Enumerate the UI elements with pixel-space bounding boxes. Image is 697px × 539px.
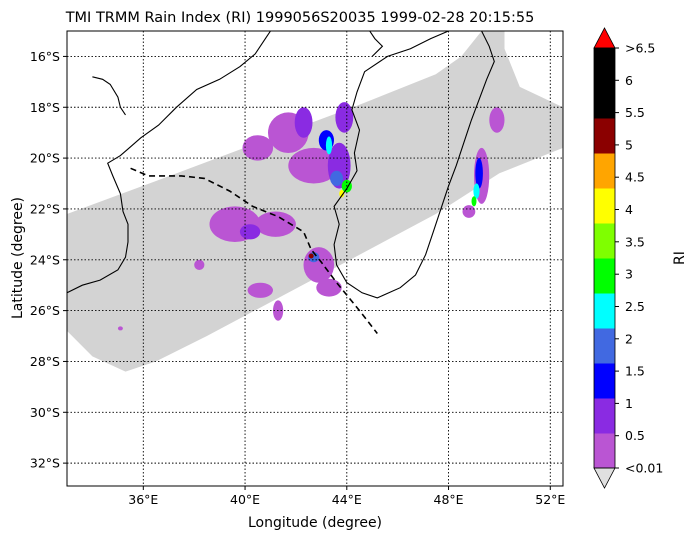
y-tick-label: 32°S [30, 456, 60, 471]
rain-cluster [475, 158, 483, 189]
y-tick-label: 22°S [30, 201, 60, 216]
colorbar-segment [594, 223, 615, 259]
figure-title: TMI TRMM Rain Index (RI) 1999056S20035 1… [65, 10, 535, 26]
lake-shore [92, 76, 126, 116]
coastlines [67, 31, 495, 299]
rain-cluster [462, 205, 476, 218]
colorbar-segment [594, 363, 615, 399]
madagascar-coast [333, 31, 495, 299]
rain-cluster [239, 224, 261, 240]
x-tick-label: 52°E [535, 492, 565, 507]
colorbar-segment [594, 118, 615, 154]
longitude-ticks: 36°E 40°E 44°E 48°E 52°E [128, 486, 565, 507]
rain-cluster [294, 107, 313, 138]
colorbar-tick-label: 1.5 [625, 364, 645, 379]
y-tick-label: 20°S [30, 151, 60, 166]
rain-cluster [489, 107, 505, 133]
rain-cluster [194, 259, 205, 270]
rain-cluster [471, 196, 477, 207]
colorbar-segment [594, 258, 615, 294]
colorbar-segment [594, 48, 615, 84]
y-tick-label: 18°S [30, 100, 60, 115]
map-frame [66, 30, 564, 487]
africa-coast [67, 31, 271, 294]
map-grid [67, 31, 563, 486]
rain-cluster [330, 170, 343, 186]
colorbar-tick-label: 3 [625, 267, 633, 282]
colorbar-frame [593, 47, 616, 469]
y-axis-label: Latitude (degree) [10, 197, 26, 319]
rain-cluster [117, 326, 123, 331]
colorbar-tick-label: 6 [625, 73, 633, 88]
rain-cluster [308, 253, 314, 259]
x-tick-label: 44°E [332, 492, 362, 507]
colorbar-segment [594, 153, 615, 189]
colorbar-label: RI [672, 251, 688, 265]
mozambique-coast-north [369, 31, 384, 57]
y-tick-label: 30°S [30, 405, 60, 420]
colorbar-segment [594, 188, 615, 224]
colorbar-over-arrow [593, 27, 616, 49]
colorbar-segment [594, 433, 615, 469]
colorbar-segment [594, 398, 615, 434]
colorbar-segment [594, 83, 615, 119]
colorbar-tick-label: <0.01 [625, 461, 663, 476]
rain-cluster [325, 136, 333, 155]
y-tick-label: 28°S [30, 354, 60, 369]
rain-cluster [316, 278, 342, 297]
satellite-swath [67, 31, 563, 372]
y-tick-label: 24°S [30, 252, 60, 267]
colorbar-tick-label: 2 [625, 331, 633, 346]
x-axis-label: Longitude (degree) [248, 515, 382, 531]
colorbar-tick-label: 4.5 [625, 170, 645, 185]
colorbar-tick-label: 4 [625, 202, 633, 217]
rain-cluster [288, 147, 340, 184]
storm-track [130, 167, 378, 334]
rain-cluster [242, 135, 274, 161]
rain-cluster [255, 211, 296, 237]
x-tick-label: 48°E [434, 492, 464, 507]
colorbar-tick-label: 0.5 [625, 428, 645, 443]
colorbar-tick-label: 5.5 [625, 105, 645, 120]
rain-cluster [473, 183, 480, 199]
colorbar-tick-label: 2.5 [625, 299, 645, 314]
colorbar: <0.01 0.5 1 1.5 2 2.5 3 3.5 4 4.5 5 5.5 6 >6.5 [593, 27, 663, 489]
colorbar-tick-label: >6.5 [625, 41, 655, 56]
rain-cluster [247, 282, 273, 298]
rain-cluster [335, 102, 354, 133]
y-tick-label: 16°S [30, 49, 60, 64]
latitude-ticks: 16°S 18°S 20°S 22°S 24°S 26°S 28°S 30°S 32°S [30, 49, 67, 471]
x-tick-label: 36°E [128, 492, 158, 507]
colorbar-segment [594, 328, 615, 364]
colorbar-tick-label: 3.5 [625, 234, 645, 249]
colorbar-under-arrow [593, 467, 616, 489]
rain-cluster [303, 247, 335, 283]
colorbar-segment [594, 293, 615, 329]
rain-cluster [339, 189, 345, 198]
colorbar-tick-label: 1 [625, 396, 633, 411]
rain-index-layer [117, 102, 505, 331]
y-tick-label: 26°S [30, 303, 60, 318]
colorbar-tick-label: 5 [625, 137, 633, 152]
x-tick-label: 40°E [230, 492, 260, 507]
